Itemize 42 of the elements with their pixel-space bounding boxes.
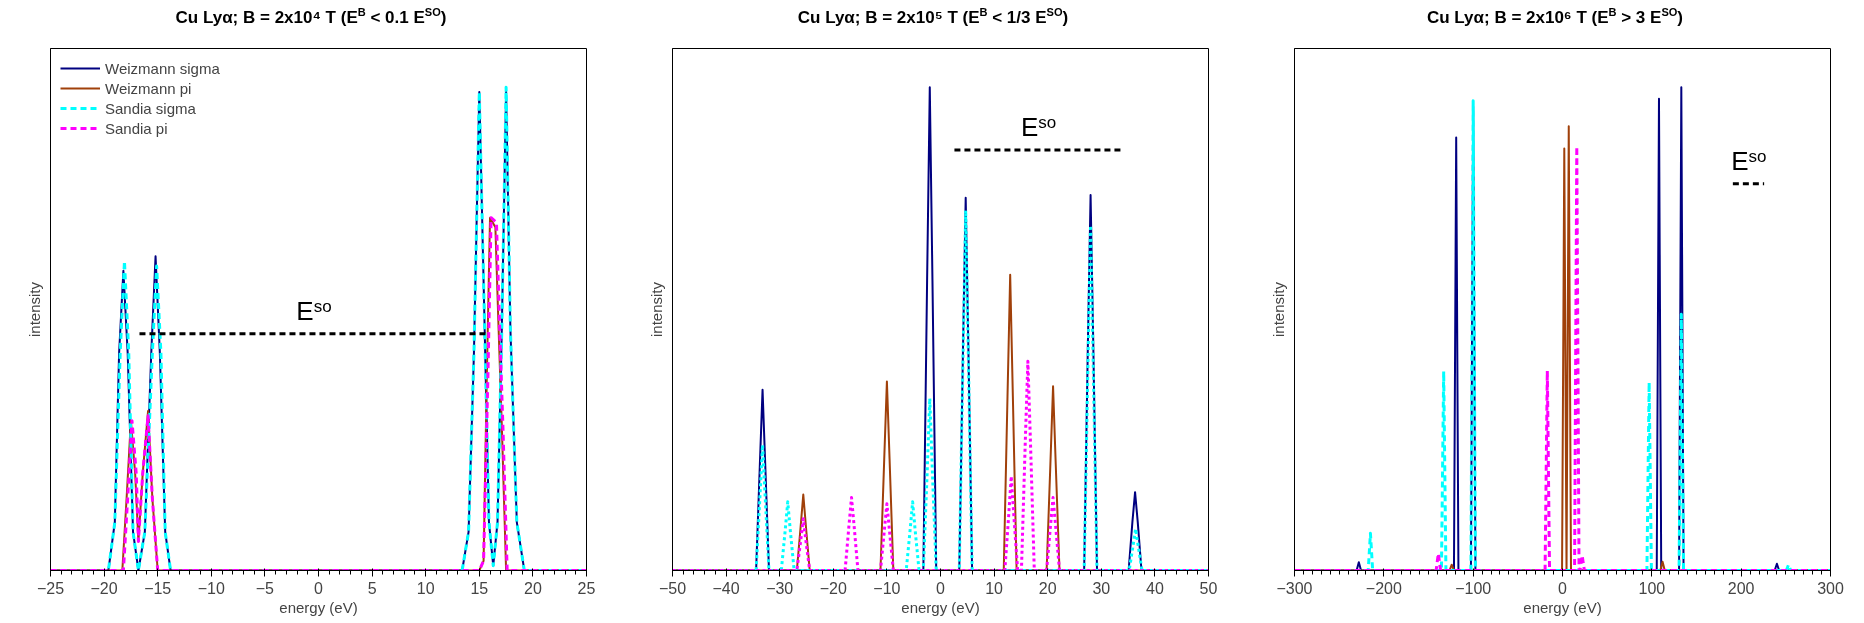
- x-tick-label: 10: [416, 579, 435, 597]
- x-tick-label: 300: [1817, 579, 1844, 597]
- x-tick-label: 10: [985, 579, 1004, 597]
- x-tick-label: 40: [1146, 579, 1164, 597]
- x-tick-label: −10: [197, 579, 225, 597]
- x-tick-label: 200: [1727, 579, 1755, 597]
- x-tick-label: −300: [1276, 579, 1313, 597]
- x-tick-label: 100: [1638, 579, 1666, 597]
- x-axis-title: energy (eV): [1523, 598, 1602, 616]
- y-axis-title: intensity: [647, 281, 665, 338]
- x-tick-label: −40: [712, 579, 740, 597]
- x-tick-label: 20: [1038, 579, 1057, 597]
- x-tick-label: −5: [255, 579, 275, 597]
- x-tick-label: 0: [314, 579, 324, 597]
- x-tick-label: −50: [658, 579, 687, 597]
- y-axis-title: intensity: [25, 281, 43, 338]
- y-axis-title: intensity: [1269, 281, 1287, 338]
- legend-label: Weizmann pi: [105, 79, 192, 97]
- x-tick-label: −10: [873, 579, 901, 597]
- legend-label: Weizmann sigma: [105, 59, 220, 77]
- legend-label: Sandia sigma: [105, 99, 196, 117]
- x-axis-title: energy (eV): [279, 598, 358, 616]
- x-axis-title: energy (eV): [901, 598, 980, 616]
- chart-title: Cu Lyα; B = 2x10⁶ T (E$^{B}$ > 3 E$^{SO}$): [1425, 5, 1685, 29]
- x-tick-label: −30: [766, 579, 794, 597]
- x-tick-label: −25: [36, 579, 65, 597]
- x-tick-label: −20: [819, 579, 847, 597]
- x-tick-label: −20: [90, 579, 118, 597]
- x-tick-label: 25: [577, 579, 596, 597]
- x-tick-label: 50: [1199, 579, 1218, 597]
- chart-title: Cu Lyα; B = 2x10⁵ T (E$^{B}$ < 1/3 E$^{SO}$): [796, 5, 1070, 29]
- chart-title: Cu Lyα; B = 2x10⁴ T (E$^{B}$ < 0.1 E$^{SO}$): [174, 5, 448, 29]
- x-tick-label: 5: [367, 579, 377, 597]
- x-tick-label: −100: [1455, 579, 1492, 597]
- x-tick-label: 0: [936, 579, 946, 597]
- x-tick-label: 30: [1092, 579, 1111, 597]
- x-tick-label: −200: [1365, 579, 1402, 597]
- x-tick-label: −15: [144, 579, 172, 597]
- legend-label: Sandia pi: [105, 119, 168, 137]
- x-tick-label: 20: [524, 579, 542, 597]
- x-tick-label: 0: [1558, 579, 1568, 597]
- x-tick-label: 15: [470, 579, 489, 597]
